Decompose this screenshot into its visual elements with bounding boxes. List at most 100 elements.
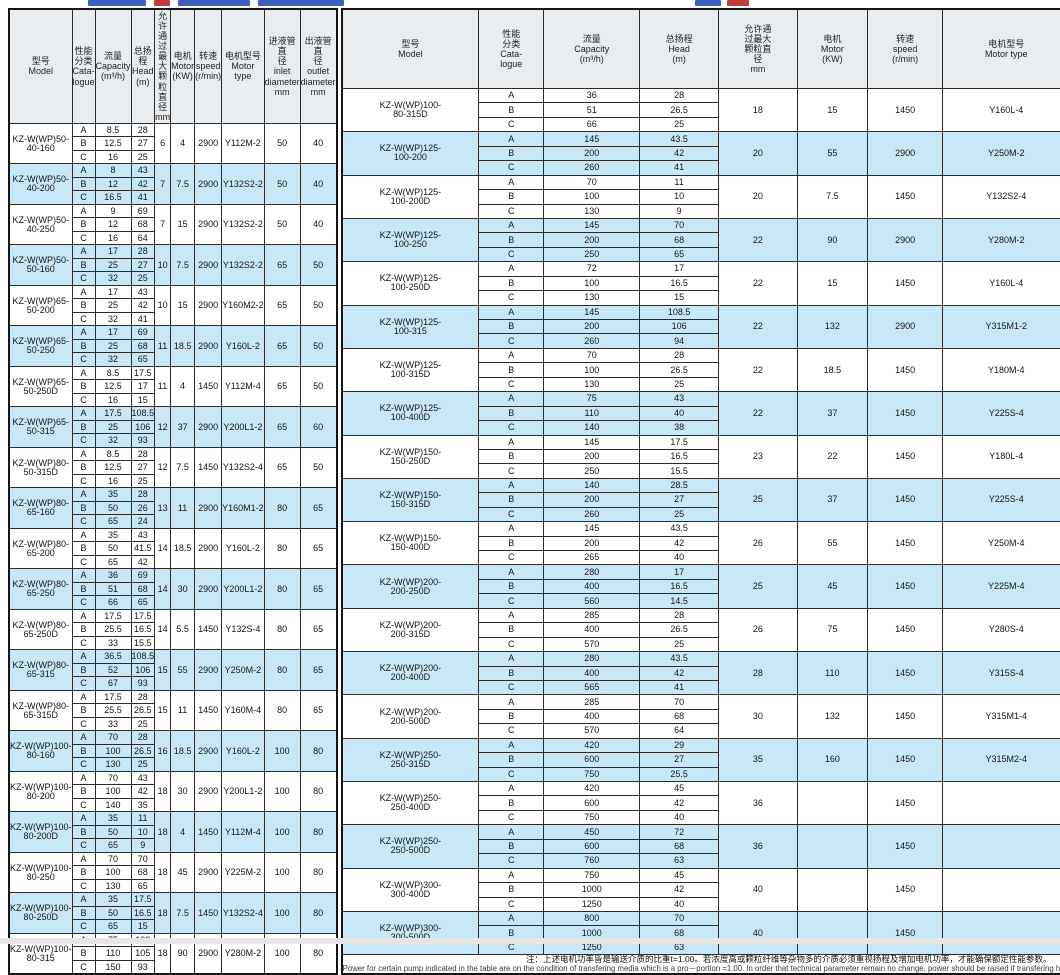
capacity-cell: 260	[543, 506, 641, 523]
catalogue-cell: B	[71, 824, 96, 840]
catalogue-cell: B	[478, 925, 545, 941]
head-cell: 64	[639, 723, 719, 739]
particle-cell: 14	[154, 568, 172, 610]
inlet-diameter-cell: 100	[263, 892, 301, 934]
head-cell: 26.5	[639, 622, 719, 638]
catalogue-cell: C	[478, 333, 545, 349]
speed-cell: 1450	[866, 867, 944, 912]
head-cell: 108.5	[130, 649, 156, 664]
capacity-cell: 33	[94, 635, 132, 651]
motor-power-cell: 15	[796, 87, 868, 133]
motor-type-cell: Y112M-4	[221, 365, 265, 408]
catalogue-cell: A	[71, 406, 96, 421]
capacity-cell: 65	[94, 514, 132, 529]
capacity-cell: 250	[543, 463, 641, 479]
capacity-cell: 65	[94, 919, 132, 934]
model-cell: KZ-W(WP)65- 50-250D	[8, 365, 73, 408]
outlet-diameter-cell: 50	[299, 365, 338, 408]
inlet-diameter-cell: 65	[263, 284, 301, 327]
speed-cell: 2900	[194, 649, 223, 691]
catalogue-cell: B	[71, 581, 96, 597]
head-cell: 35	[130, 797, 156, 813]
variant-row: KZ-W(WP)80- 65-160 A 35 28 13 11 2900 Y160M1-2 80…	[8, 487, 338, 529]
capacity-cell: 70	[94, 730, 132, 745]
header-row: 型号 Model 性能 分类 Cata-logue 流量 Capacity (m³/h) 总扬程…	[8, 8, 338, 124]
capacity-cell: 100	[543, 362, 641, 378]
head-cell: 28	[639, 87, 719, 104]
capacity-cell: 33	[94, 716, 132, 732]
variant-row: C 265 40	[342, 549, 1060, 566]
catalogue-cell: A	[71, 284, 96, 300]
particle-cell: 25	[717, 564, 798, 609]
variant-row: KZ-W(WP)80- 50-315D A 8.5 28 12 7.5 1450 Y132S2-…	[8, 446, 338, 489]
head-cell: 41	[639, 679, 719, 696]
motor-type-cell: Y132S2-2	[221, 203, 265, 246]
motor-type-cell: Y160L-2	[221, 527, 265, 570]
variant-row: KZ-W(WP)150- 150-250D A 145 17.5 23 22 1450 Y180…	[341, 434, 1060, 479]
head-cell: 68	[639, 925, 719, 941]
variant-row: KZ-W(WP)50- 40-160 A 8.5 28 6 4 2900 Y112M-2 50 40	[8, 122, 338, 165]
catalogue-cell: A	[478, 391, 545, 407]
head-cell: 69	[130, 568, 156, 583]
particle-cell: 15	[154, 689, 172, 732]
outlet-diameter-cell: 65	[299, 689, 338, 732]
speed-cell: 1450	[866, 651, 944, 696]
head-cell: 25	[639, 376, 719, 393]
variant-row: C 750 25.5	[342, 766, 1060, 783]
catalogue-cell: A	[71, 892, 96, 907]
motor-type-cell: Y160M1-2	[221, 487, 265, 529]
model-cell: KZ-W(WP)80- 65-160	[8, 487, 73, 529]
catalogue-cell: C	[478, 246, 545, 263]
head-cell: 70	[639, 217, 719, 234]
speed-cell: 1450	[194, 892, 223, 934]
variant-row: C 130 25	[9, 757, 337, 772]
head-cell: 14.5	[639, 593, 719, 609]
capacity-cell: 70	[543, 174, 641, 191]
variant-row: B 100 16.5	[342, 275, 1060, 292]
catalogue-cell: C	[71, 919, 96, 934]
head-cell: 28	[130, 487, 156, 502]
capacity-cell: 12.5	[94, 379, 132, 394]
head-cell: 42	[639, 882, 719, 898]
motor-power-cell: 45	[170, 851, 196, 894]
head-cell: 17.5	[130, 892, 156, 907]
catalogue-cell: C	[71, 838, 96, 853]
inlet-diameter-cell: 65	[263, 244, 301, 286]
head-cell: 106	[130, 662, 156, 678]
catalogue-cell: B	[478, 145, 545, 162]
outlet-diameter-cell: 80	[299, 730, 338, 772]
variant-row: KZ-W(WP)125- 100-400D A 75 43 22 37 1450 Y225S-4…	[341, 391, 1060, 436]
motor-power-cell: 18.5	[170, 730, 196, 772]
motor-type-cell: Y112M-4	[221, 811, 265, 853]
catalogue-cell: A	[71, 689, 96, 705]
head-cell: 43	[130, 163, 156, 178]
column-header-model: 型号 Model	[341, 8, 480, 89]
catalogue-cell: C	[478, 203, 545, 219]
particle-cell: 35	[717, 737, 798, 783]
head-cell: 17	[639, 261, 719, 277]
head-cell: 27	[130, 136, 156, 151]
variant-row: B 1000 68	[342, 925, 1060, 941]
model-cell: KZ-W(WP)200- 200-315D	[341, 607, 480, 653]
capacity-cell: 130	[94, 878, 132, 894]
head-cell: 40	[639, 809, 719, 826]
head-cell: 42	[130, 554, 156, 570]
speed-cell: 2900	[866, 304, 944, 349]
model-cell: KZ-W(WP)50- 40-200	[8, 163, 73, 205]
catalogue-cell: B	[71, 946, 96, 961]
catalogue-cell: A	[478, 651, 545, 667]
variant-row: KZ-W(WP)80- 65-200 A 35 43 14 18.5 2900 Y160L-2 8…	[8, 527, 338, 570]
variant-row: C 65 24	[9, 514, 337, 529]
head-cell: 28	[130, 446, 156, 462]
cropped-title-strip	[0, 0, 1060, 7]
variant-row: B 100 10	[342, 189, 1060, 205]
cropped-title-fragment	[88, 0, 146, 6]
variant-row: C 570 64	[342, 723, 1060, 739]
speed-cell: 2900	[194, 163, 223, 205]
motor-power-cell: 7.5	[170, 892, 196, 934]
motor-type-cell: Y132S2-4	[221, 446, 265, 489]
catalogue-cell: B	[71, 905, 96, 921]
catalogue-cell: C	[71, 595, 96, 610]
catalogue-cell: A	[71, 649, 96, 664]
head-cell: 9	[130, 838, 156, 853]
